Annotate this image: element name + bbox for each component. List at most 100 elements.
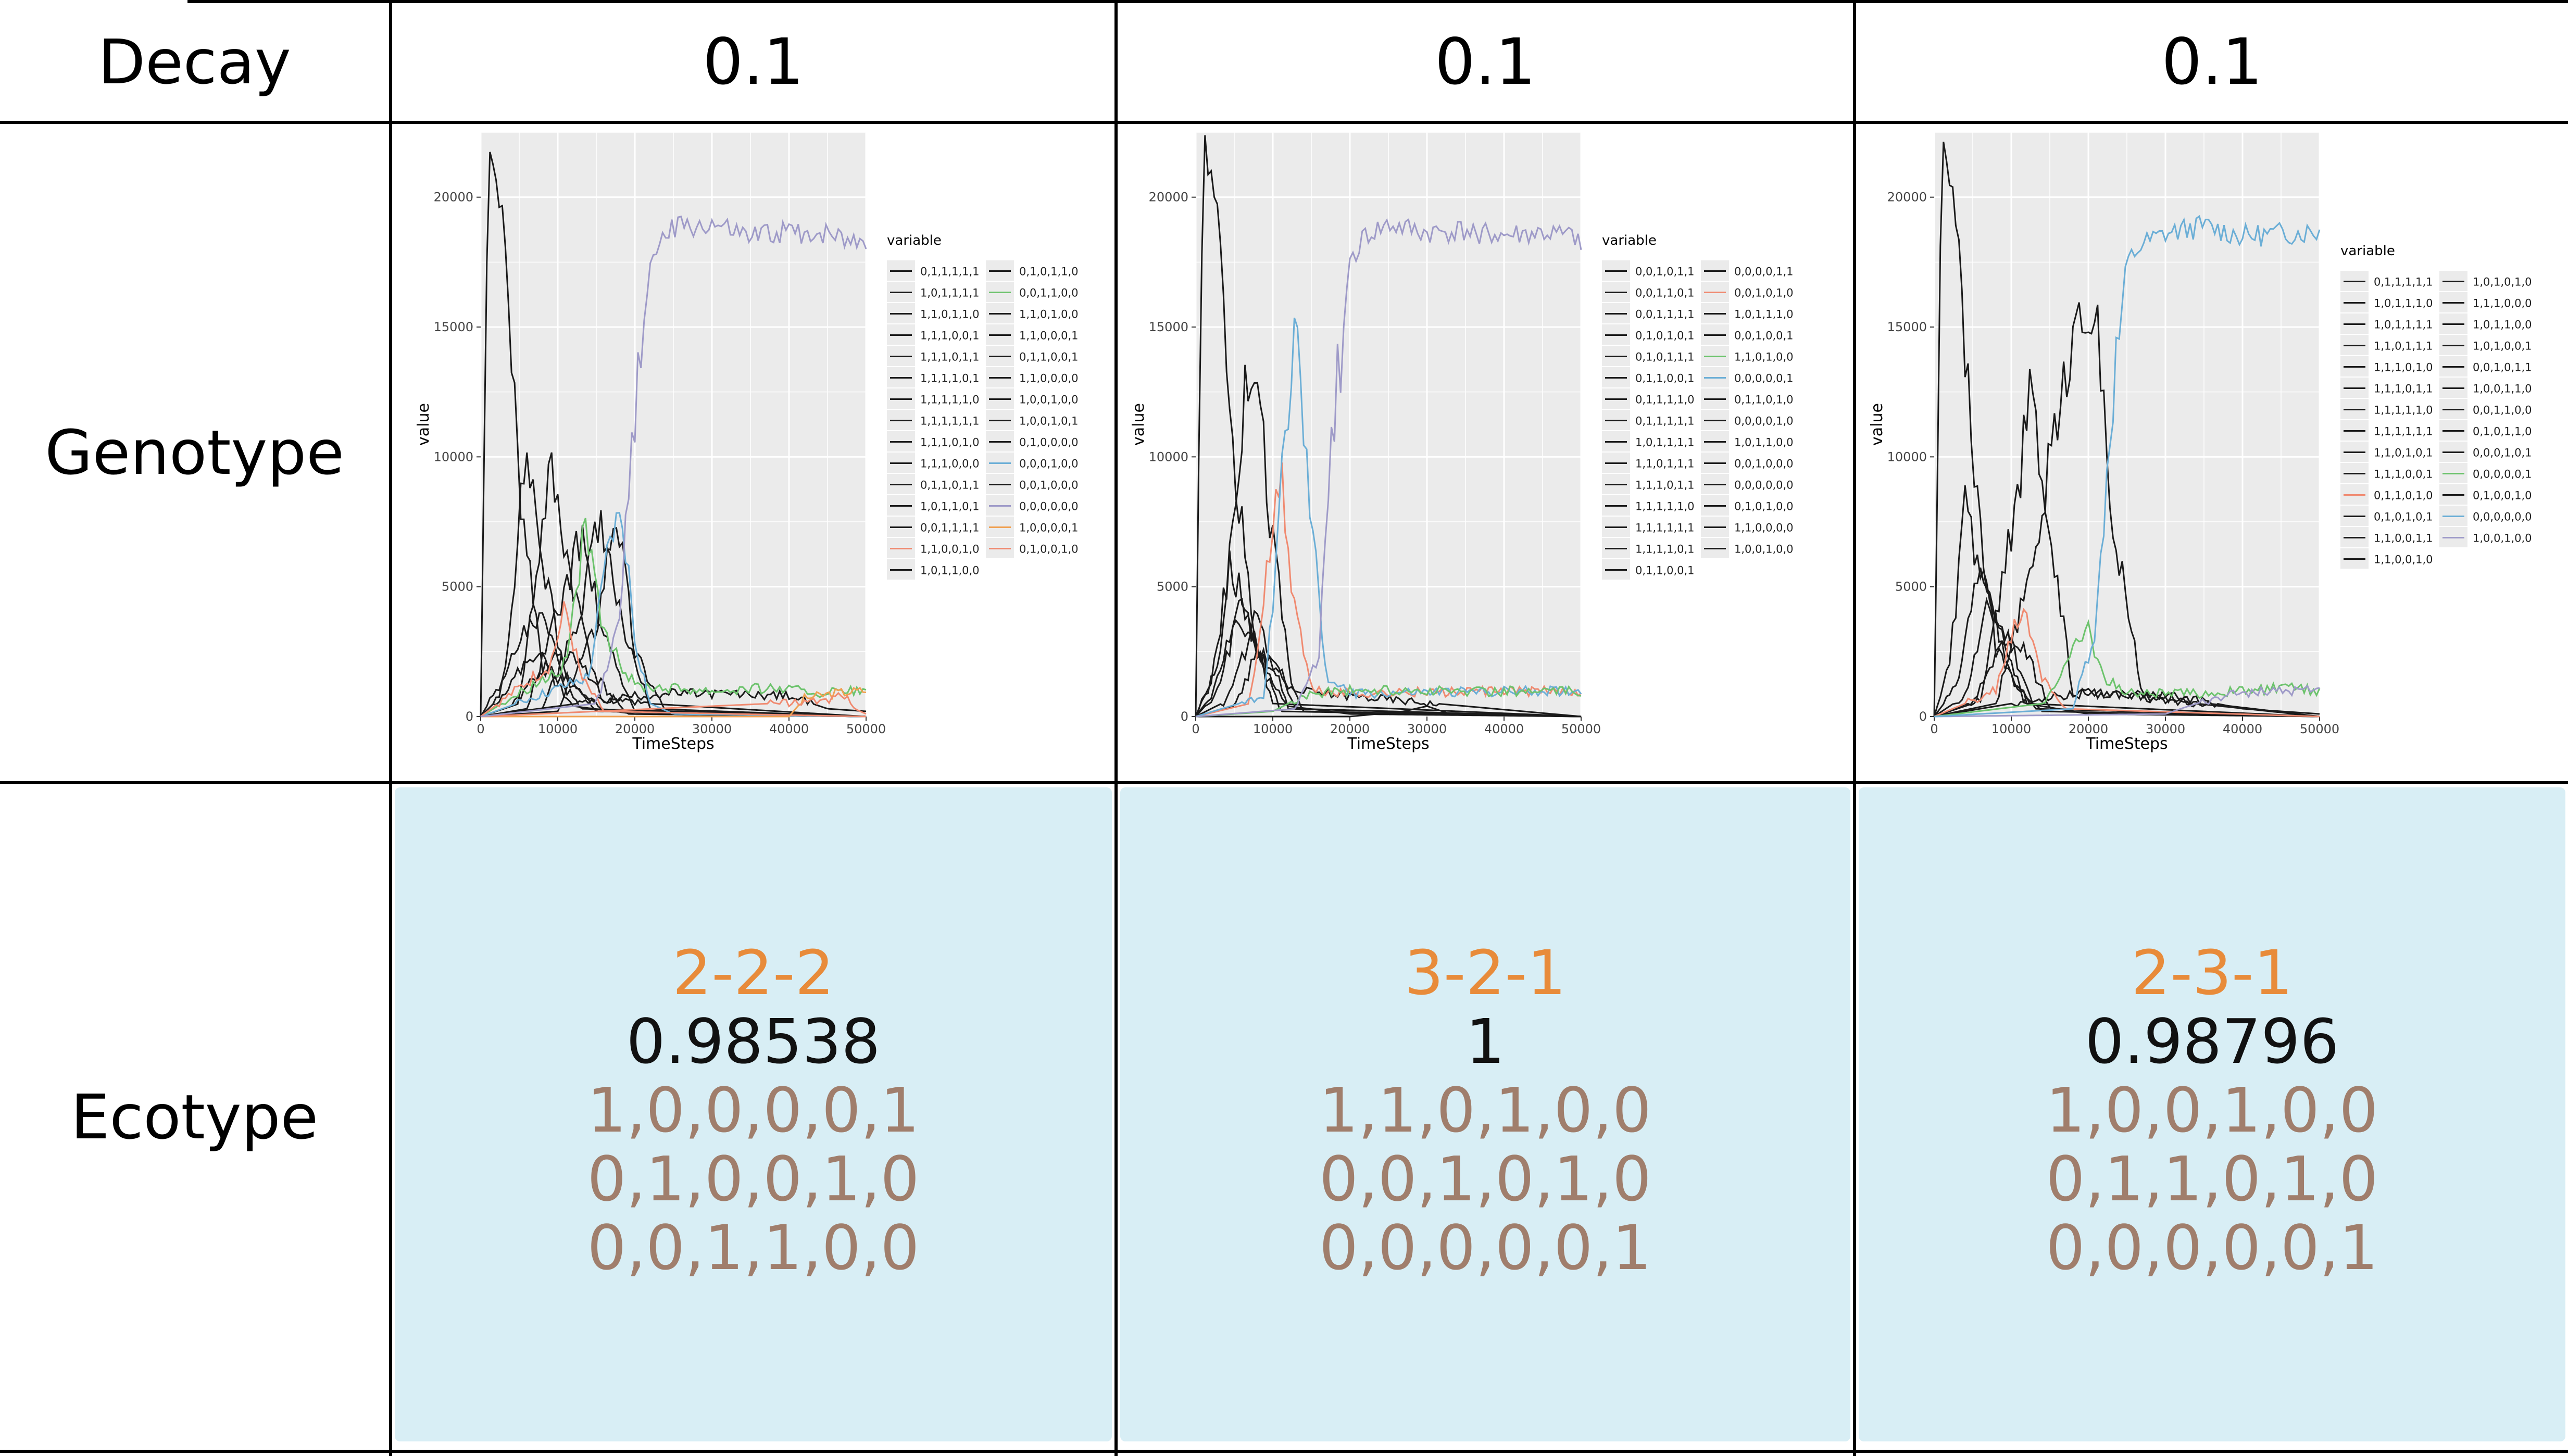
y-tick-label: 20000 bbox=[1887, 190, 1927, 205]
ecotype-vector: 0,0,0,0,0,1 bbox=[1319, 1212, 1651, 1284]
legend-entry-label: 1,0,1,1,1,1 bbox=[2374, 319, 2433, 331]
legend-entry-label: 0,1,1,0,1,0 bbox=[1734, 394, 1794, 406]
ecotype-vector: 1,0,0,0,0,1 bbox=[587, 1074, 920, 1146]
x-tick-label: 30000 bbox=[692, 722, 732, 736]
row-label-genotype: Genotype bbox=[45, 417, 344, 488]
x-tick-label: 50000 bbox=[2300, 722, 2339, 736]
legend-entry-label: 0,0,1,1,0,0 bbox=[2473, 404, 2532, 417]
y-axis-label: value bbox=[1868, 403, 1886, 446]
legend-entry-label: 1,0,0,1,1,0 bbox=[2473, 383, 2532, 395]
x-axis-label: TimeSteps bbox=[2085, 735, 2168, 753]
ecotype-cell-col3 bbox=[1859, 787, 2565, 1441]
y-axis-label: value bbox=[415, 403, 433, 446]
ecotype-vector: 0,1,1,0,1,0 bbox=[2046, 1143, 2378, 1215]
legend-entry-label: 0,1,1,1,1,0 bbox=[1635, 394, 1695, 406]
legend-entry-label: 0,0,1,0,0,1 bbox=[1734, 330, 1794, 342]
legend-entry-label: 1,1,1,0,0,0 bbox=[2473, 297, 2532, 310]
series-line bbox=[1934, 684, 2320, 718]
legend-entry-label: 0,1,0,0,0,0 bbox=[1019, 436, 1079, 449]
legend-entry-label: 1,1,1,0,1,1 bbox=[1635, 479, 1695, 492]
y-tick-label: 0 bbox=[466, 709, 473, 724]
x-tick-label: 10000 bbox=[1253, 722, 1293, 736]
col-divider-2 bbox=[1114, 0, 1118, 1456]
series-line bbox=[480, 518, 867, 718]
legend-title: variable bbox=[1602, 233, 1657, 248]
legend-entry-label: 0,0,0,0,0,0 bbox=[2473, 511, 2532, 523]
legend-entry-label: 1,1,0,1,1,1 bbox=[1635, 458, 1695, 470]
chart-group: 0 10000 20000 30000 40000 50000 0 5000 10000 1500… bbox=[1130, 132, 1794, 753]
x-tick-label: 20000 bbox=[1330, 722, 1370, 736]
legend-entry-label: 1,1,0,1,0,1 bbox=[2374, 447, 2433, 459]
genotype-chart-col2: 0 10000 20000 30000 40000 50000 0 5000 10000 1500… bbox=[1130, 132, 1794, 753]
legend-entry-label: 0,1,1,0,0,1 bbox=[1019, 351, 1079, 363]
x-tick-label: 0 bbox=[1192, 722, 1199, 736]
ecotype-score: 0.98538 bbox=[626, 1006, 881, 1077]
ecotype-block-col1: 2-2-2 0.98538 1,0,0,0,0,1 0,1,0,0,1,0 0,… bbox=[392, 938, 1114, 1282]
legend-entry-label: 1,1,1,1,1,0 bbox=[1635, 500, 1695, 513]
y-tick-label: 20000 bbox=[434, 190, 473, 205]
legend-entry-label: 1,1,0,1,1,0 bbox=[920, 308, 980, 321]
ecotype-block-col2: 3-2-1 1 1,1,0,1,0,0 0,0,1,0,1,0 0,0,0,0,… bbox=[1118, 938, 1853, 1282]
table-top-border bbox=[187, 0, 2568, 3]
legend-entry-label: 0,1,1,0,0,1 bbox=[1635, 564, 1695, 577]
legend-entry-label: 0,0,0,0,1,0 bbox=[1734, 415, 1794, 428]
legend-entry-label: 0,1,0,0,1,0 bbox=[2473, 489, 2532, 502]
legend-entry-label: 1,1,1,1,1,0 bbox=[920, 394, 980, 406]
y-tick-label: 10000 bbox=[1149, 449, 1188, 464]
y-tick-label: 5000 bbox=[442, 580, 473, 594]
legend-title: variable bbox=[887, 233, 942, 248]
x-tick-label: 30000 bbox=[2146, 722, 2185, 736]
col-divider-1 bbox=[389, 0, 392, 1456]
series-line bbox=[1934, 215, 2321, 718]
x-axis-label: TimeSteps bbox=[632, 735, 714, 753]
ecotype-cell-col2 bbox=[1120, 787, 1850, 1441]
legend-entry-label: 0,1,0,1,1,0 bbox=[1019, 266, 1079, 278]
legend-entry-label: 0,0,0,0,1,1 bbox=[1734, 266, 1794, 278]
series-line bbox=[1195, 317, 1582, 718]
legend-entry-label: 0,0,1,0,1,1 bbox=[1635, 266, 1695, 278]
legend-entry-label: 1,1,1,0,1,1 bbox=[2374, 383, 2433, 395]
legend-entry-label: 0,0,1,0,1,1 bbox=[2473, 361, 2532, 374]
series-line bbox=[1195, 218, 1582, 718]
genotype-chart-col3: 0 10000 20000 30000 40000 50000 0 5000 10000 1500… bbox=[1868, 132, 2532, 753]
x-tick-label: 0 bbox=[1930, 722, 1938, 736]
legend-entry-label: 0,0,0,0,0,0 bbox=[1019, 500, 1079, 513]
legend-entry-label: 0,1,1,0,1,1 bbox=[920, 479, 980, 492]
legend-entry-label: 1,1,1,0,1,1 bbox=[920, 351, 980, 363]
legend-entry-label: 1,1,0,0,1,0 bbox=[2374, 554, 2433, 566]
legend-entry-label: 0,0,0,0,0,0 bbox=[1734, 479, 1794, 492]
legend-entry-label: 1,1,0,1,0,0 bbox=[1734, 351, 1794, 363]
legend-entry-label: 1,1,0,0,1,0 bbox=[920, 543, 980, 556]
x-tick-label: 10000 bbox=[538, 722, 578, 736]
series-line bbox=[1934, 608, 2320, 718]
legend-entry-label: 0,0,1,1,0,1 bbox=[1635, 287, 1695, 299]
legend-entry-label: 0,0,1,1,1,1 bbox=[920, 522, 980, 534]
legend-entry-label: 0,1,1,1,1,1 bbox=[920, 266, 980, 278]
y-tick-label: 10000 bbox=[1887, 449, 1927, 464]
legend-entry-label: 1,1,1,1,1,1 bbox=[920, 415, 980, 428]
ecotype-vector: 0,0,1,1,0,0 bbox=[587, 1212, 920, 1284]
series-line bbox=[480, 601, 867, 718]
decay-value-col3: 0.1 bbox=[2161, 25, 2263, 99]
legend-entry-label: 1,1,0,1,0,0 bbox=[1019, 308, 1079, 321]
legend-entry-label: 0,0,1,0,0,0 bbox=[1019, 479, 1079, 492]
x-tick-label: 0 bbox=[477, 722, 484, 736]
legend-entry-label: 0,0,1,0,0,0 bbox=[1734, 458, 1794, 470]
ecotype-score: 0.98796 bbox=[2085, 1006, 2339, 1077]
y-tick-label: 10000 bbox=[434, 449, 473, 464]
y-tick-label: 15000 bbox=[434, 320, 473, 334]
x-tick-label: 20000 bbox=[2069, 722, 2108, 736]
legend-title: variable bbox=[2340, 243, 2395, 259]
series-line bbox=[480, 216, 867, 718]
chart-group: 0 10000 20000 30000 40000 50000 0 5000 10000 1500… bbox=[415, 132, 1079, 753]
col-divider-3 bbox=[1853, 0, 1856, 1456]
chart-group: 0 10000 20000 30000 40000 50000 0 5000 10000 1500… bbox=[1868, 132, 2532, 753]
series-line bbox=[480, 692, 867, 718]
y-tick-label: 15000 bbox=[1149, 320, 1188, 334]
series-line bbox=[480, 687, 867, 718]
legend-entry-label: 1,1,1,1,1,1 bbox=[2374, 425, 2433, 438]
legend-entry-label: 1,0,1,1,1,0 bbox=[2374, 297, 2433, 310]
legend-entry-label: 0,0,0,1,0,1 bbox=[2473, 447, 2532, 459]
y-tick-label: 5000 bbox=[1895, 580, 1927, 594]
legend-entry-label: 1,0,1,1,0,1 bbox=[920, 500, 980, 513]
